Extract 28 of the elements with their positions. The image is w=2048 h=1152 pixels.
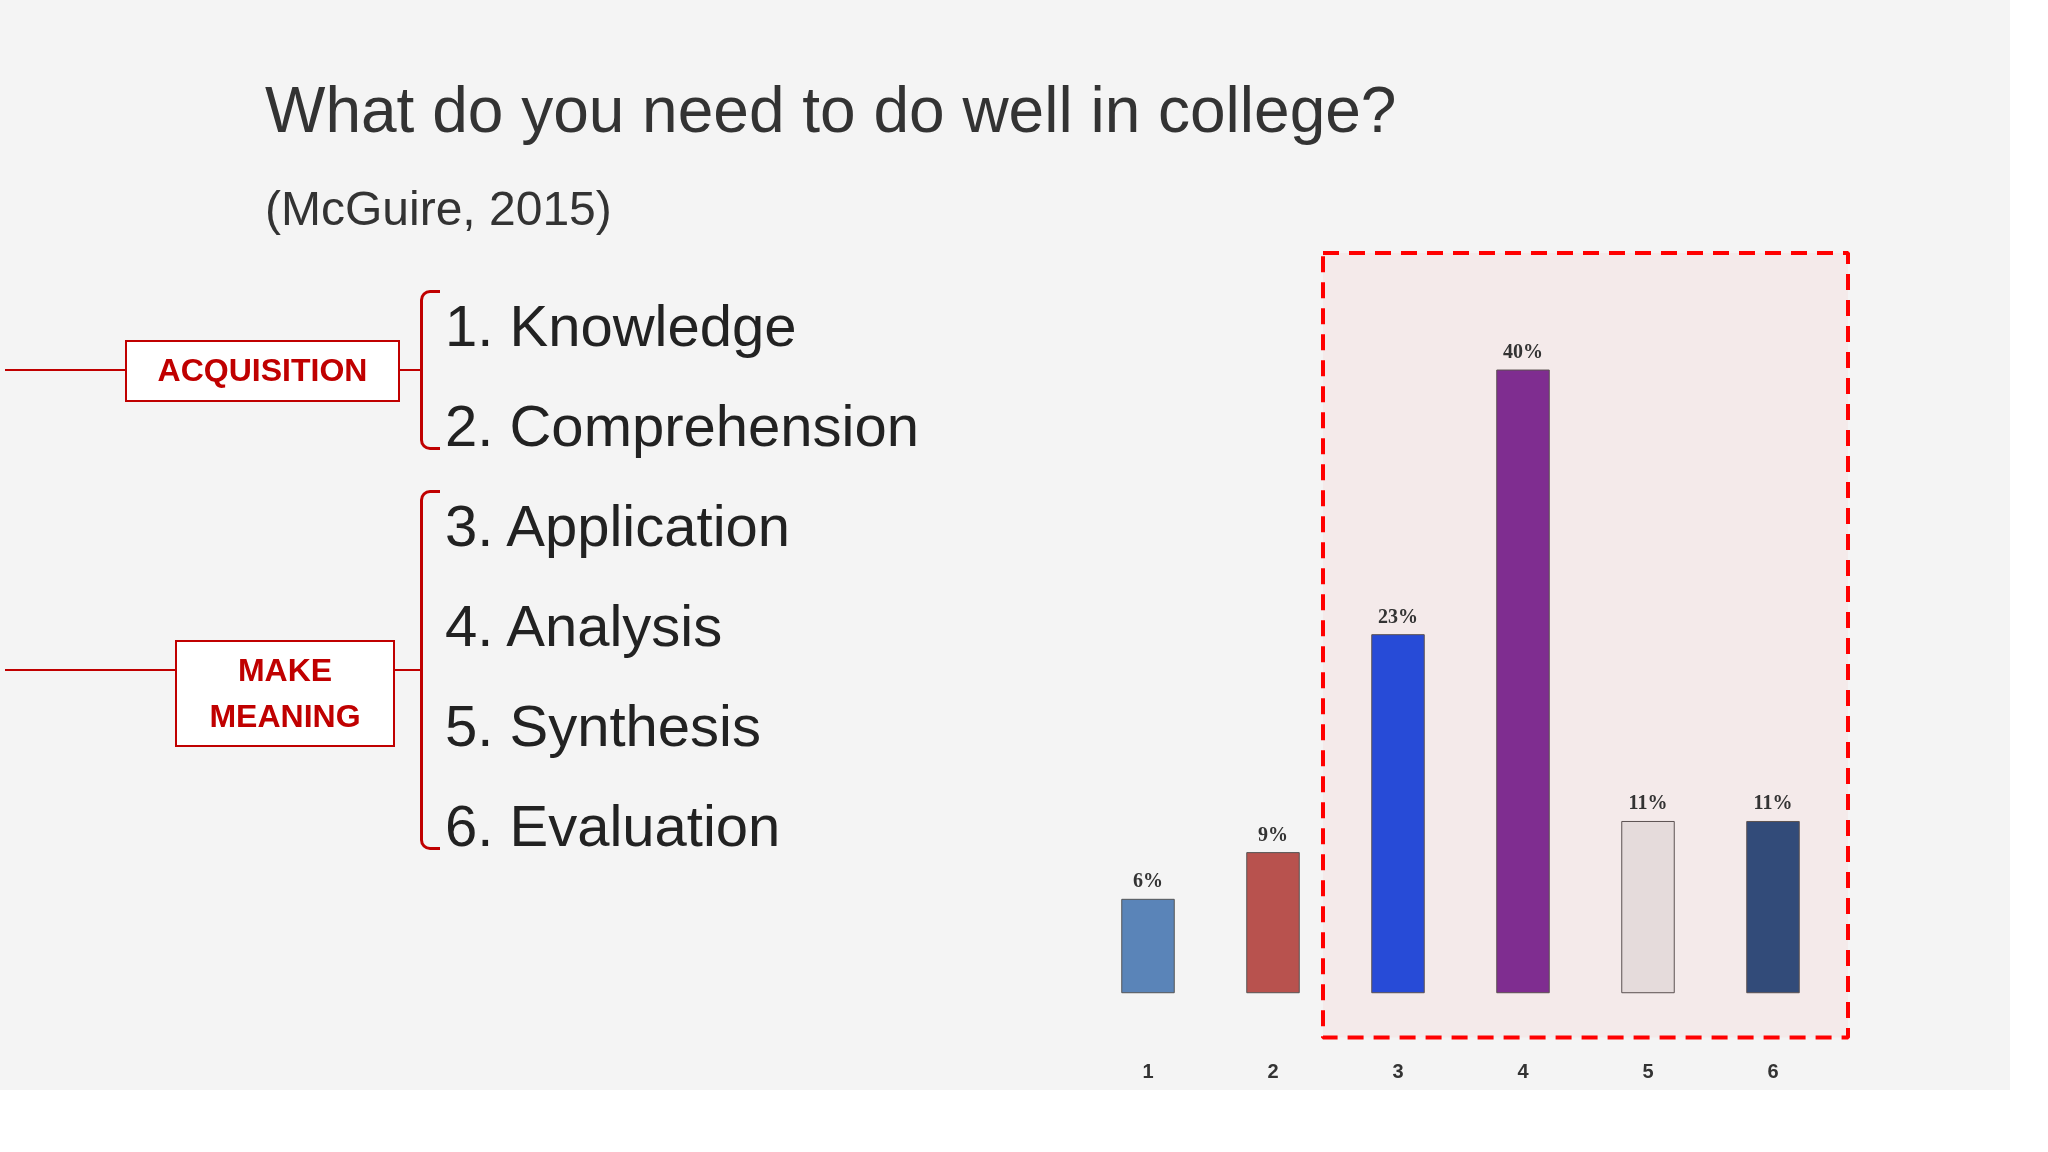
bar [1371, 634, 1425, 994]
data-label: 11% [1628, 791, 1668, 814]
text: 5. Synthesis [445, 692, 761, 760]
x-tick-label: 1 [1142, 1059, 1154, 1082]
x-tick-label: 5 [1642, 1059, 1654, 1082]
text: MAKE MEANING [175, 640, 395, 748]
text: 3. Application [445, 492, 791, 560]
chart-title: What do you need to do well in college? [265, 73, 1397, 148]
x-tick-label: 6 [1767, 1059, 1779, 1082]
x-tick-label: 3 [1392, 1059, 1404, 1082]
bar [1121, 898, 1175, 994]
text: 2. Comprehension [445, 392, 919, 460]
bar [1246, 852, 1300, 994]
x-tick-label: 2 [1267, 1059, 1279, 1082]
bar [1621, 820, 1675, 994]
x-tick-label: 4 [1517, 1059, 1530, 1082]
text: 1. Knowledge [445, 292, 797, 360]
bar [1746, 820, 1800, 994]
text: 6. Evaluation [445, 792, 781, 860]
data-label: 11% [1753, 791, 1793, 814]
data-label: 6% [1133, 869, 1163, 892]
text: 4. Analysis [445, 592, 723, 660]
text: (McGuire, 2015) [265, 181, 612, 237]
data-label: 9% [1258, 822, 1288, 845]
text: ACQUISITION [125, 340, 400, 402]
bar [1496, 369, 1550, 994]
data-label: 40% [1503, 340, 1543, 363]
data-label: 23% [1378, 604, 1418, 627]
